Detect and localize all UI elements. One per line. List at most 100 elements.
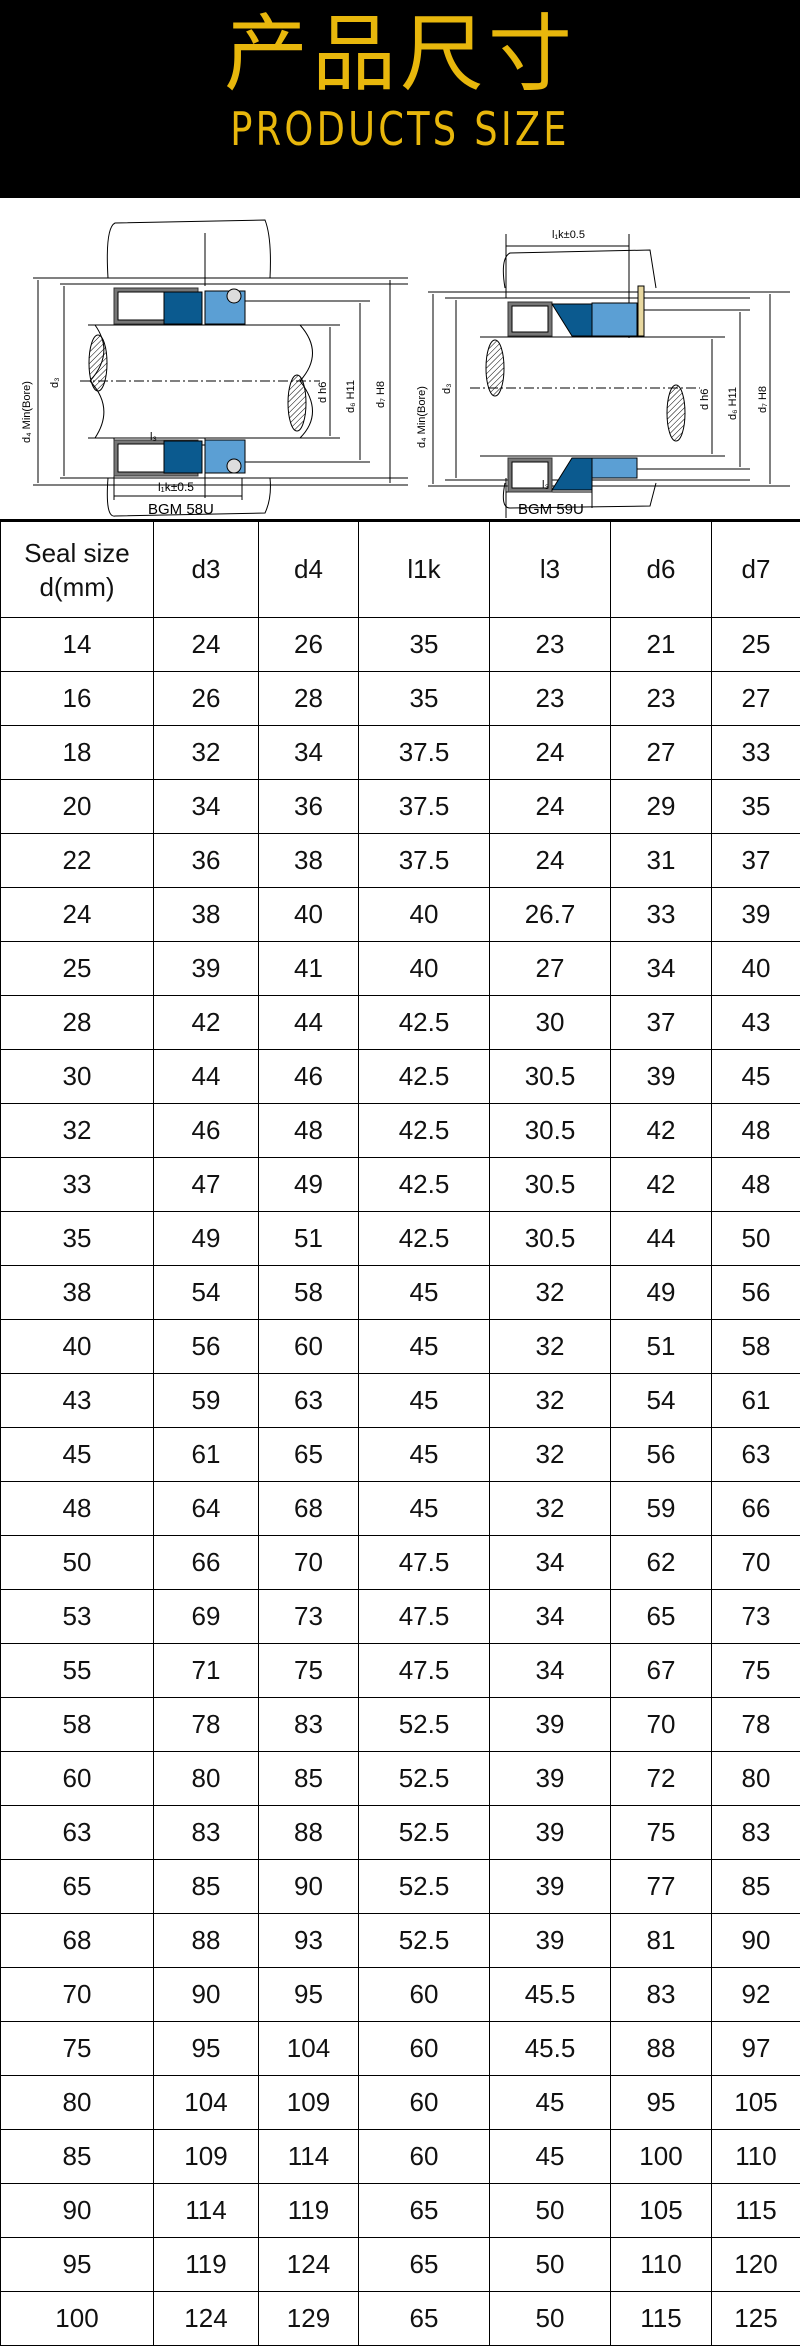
table-cell: 90 <box>259 1860 359 1914</box>
table-cell: 24 <box>490 834 611 888</box>
table-cell: 85 <box>154 1860 259 1914</box>
table-cell: 73 <box>259 1590 359 1644</box>
table-cell: 45 <box>359 1374 490 1428</box>
table-cell: 129 <box>259 2292 359 2346</box>
table-cell: 61 <box>712 1374 800 1428</box>
column-header: d3 <box>154 522 259 618</box>
table-cell: 45 <box>712 1050 800 1104</box>
table-cell: 35 <box>359 672 490 726</box>
table-cell: 42.5 <box>359 996 490 1050</box>
table-cell: 16 <box>1 672 154 726</box>
column-header: d7 <box>712 522 800 618</box>
table-cell: 65 <box>1 1860 154 1914</box>
label-d6-left: d₆ H11 <box>345 380 357 413</box>
label-d7-left: d₇ H8 <box>375 381 387 408</box>
table-cell: 65 <box>611 1590 712 1644</box>
table-cell: 50 <box>712 1212 800 1266</box>
table-cell: 80 <box>1 2076 154 2130</box>
table-cell: 21 <box>611 618 712 672</box>
table-cell: 90 <box>1 2184 154 2238</box>
table-cell: 23 <box>490 618 611 672</box>
table-cell: 65 <box>359 2184 490 2238</box>
table-cell: 75 <box>1 2022 154 2076</box>
table-cell: 66 <box>712 1482 800 1536</box>
table-cell: 38 <box>259 834 359 888</box>
table-cell: 39 <box>712 888 800 942</box>
table-cell: 50 <box>490 2292 611 2346</box>
table-cell: 110 <box>611 2238 712 2292</box>
table-cell: 37.5 <box>359 780 490 834</box>
table-cell: 80 <box>154 1752 259 1806</box>
table-cell: 100 <box>1 2292 154 2346</box>
table-cell: 78 <box>712 1698 800 1752</box>
table-cell: 115 <box>611 2292 712 2346</box>
table-cell: 60 <box>359 2022 490 2076</box>
table-cell: 73 <box>712 1590 800 1644</box>
table-cell: 68 <box>1 1914 154 1968</box>
table-cell: 39 <box>490 1806 611 1860</box>
table-cell: 37.5 <box>359 834 490 888</box>
table-cell: 45 <box>490 2130 611 2184</box>
table-cell: 51 <box>259 1212 359 1266</box>
table-cell: 48 <box>712 1104 800 1158</box>
model-bgm58u: BGM 58U <box>148 501 214 518</box>
table-cell: 37 <box>712 834 800 888</box>
table-cell: 75 <box>712 1644 800 1698</box>
table-cell: 43 <box>712 996 800 1050</box>
table-cell: 114 <box>154 2184 259 2238</box>
table-cell: 104 <box>259 2022 359 2076</box>
table-cell: 52.5 <box>359 1806 490 1860</box>
table-cell: 80 <box>712 1752 800 1806</box>
table-cell: 49 <box>154 1212 259 1266</box>
table-cell: 70 <box>259 1536 359 1590</box>
table-cell: 27 <box>490 942 611 996</box>
table-cell: 29 <box>611 780 712 834</box>
table-cell: 40 <box>1 1320 154 1374</box>
table-cell: 37.5 <box>359 726 490 780</box>
table-cell: 60 <box>359 2130 490 2184</box>
table-cell: 43 <box>1 1374 154 1428</box>
table-cell: 44 <box>611 1212 712 1266</box>
label-d4-right: d₄ Min(Bore) <box>416 386 428 448</box>
label-l1k-right: l₁k±0.5 <box>552 229 585 241</box>
table-cell: 49 <box>611 1266 712 1320</box>
table-cell: 32 <box>490 1482 611 1536</box>
table-cell: 32 <box>154 726 259 780</box>
table-cell: 95 <box>611 2076 712 2130</box>
table-cell: 114 <box>259 2130 359 2184</box>
table-cell: 83 <box>712 1806 800 1860</box>
table-cell: 28 <box>259 672 359 726</box>
table-cell: 35 <box>1 1212 154 1266</box>
table-cell: 60 <box>1 1752 154 1806</box>
table-cell: 69 <box>154 1590 259 1644</box>
table-cell: 26.7 <box>490 888 611 942</box>
table-cell: 62 <box>611 1536 712 1590</box>
table-cell: 39 <box>490 1752 611 1806</box>
table-cell: 56 <box>712 1266 800 1320</box>
diagram-bgm59u <box>428 234 790 518</box>
column-header: d6 <box>611 522 712 618</box>
table-cell: 24 <box>490 726 611 780</box>
label-d3-right: d₃ <box>441 383 453 394</box>
column-header: l1k <box>359 522 490 618</box>
table-cell: 63 <box>1 1806 154 1860</box>
table-cell: 68 <box>259 1482 359 1536</box>
table-cell: 45.5 <box>490 2022 611 2076</box>
table-cell: 28 <box>1 996 154 1050</box>
table-cell: 63 <box>712 1428 800 1482</box>
table-cell: 38 <box>1 1266 154 1320</box>
table-cell: 32 <box>1 1104 154 1158</box>
table-cell: 42 <box>611 1104 712 1158</box>
table-cell: 14 <box>1 618 154 672</box>
table-cell: 33 <box>1 1158 154 1212</box>
table-cell: 42.5 <box>359 1050 490 1104</box>
